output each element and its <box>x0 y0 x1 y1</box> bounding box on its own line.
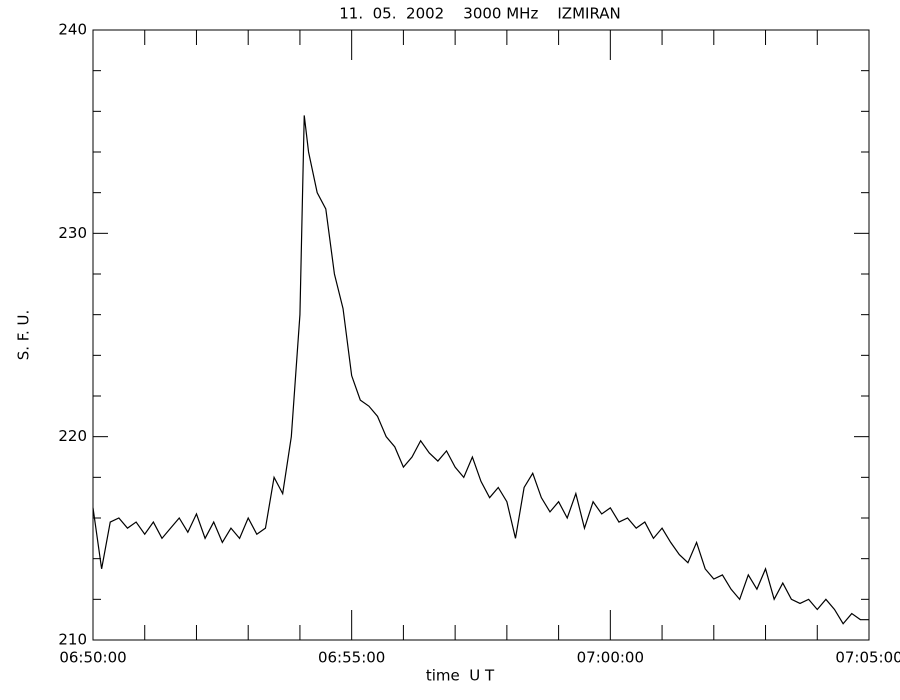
x-tick-label: 06:55:00 <box>318 649 385 667</box>
plot-frame <box>92 29 870 641</box>
y-tick-label: 230 <box>58 224 87 242</box>
y-tick-label: 210 <box>58 631 87 649</box>
x-tick-label: 06:50:00 <box>59 649 126 667</box>
y-tick-label: 220 <box>58 427 87 445</box>
y-tick-label: 240 <box>58 21 87 39</box>
y-axis-label: S. F. U. <box>15 310 33 361</box>
data-line <box>92 115 869 625</box>
x-axis-label: time U T <box>426 667 495 685</box>
x-tick-label: 07:00:00 <box>577 649 644 667</box>
x-tick-label: 07:05:00 <box>835 649 900 667</box>
chart-title: 11. 05. 2002 3000 MHz IZMIRAN <box>339 5 621 23</box>
